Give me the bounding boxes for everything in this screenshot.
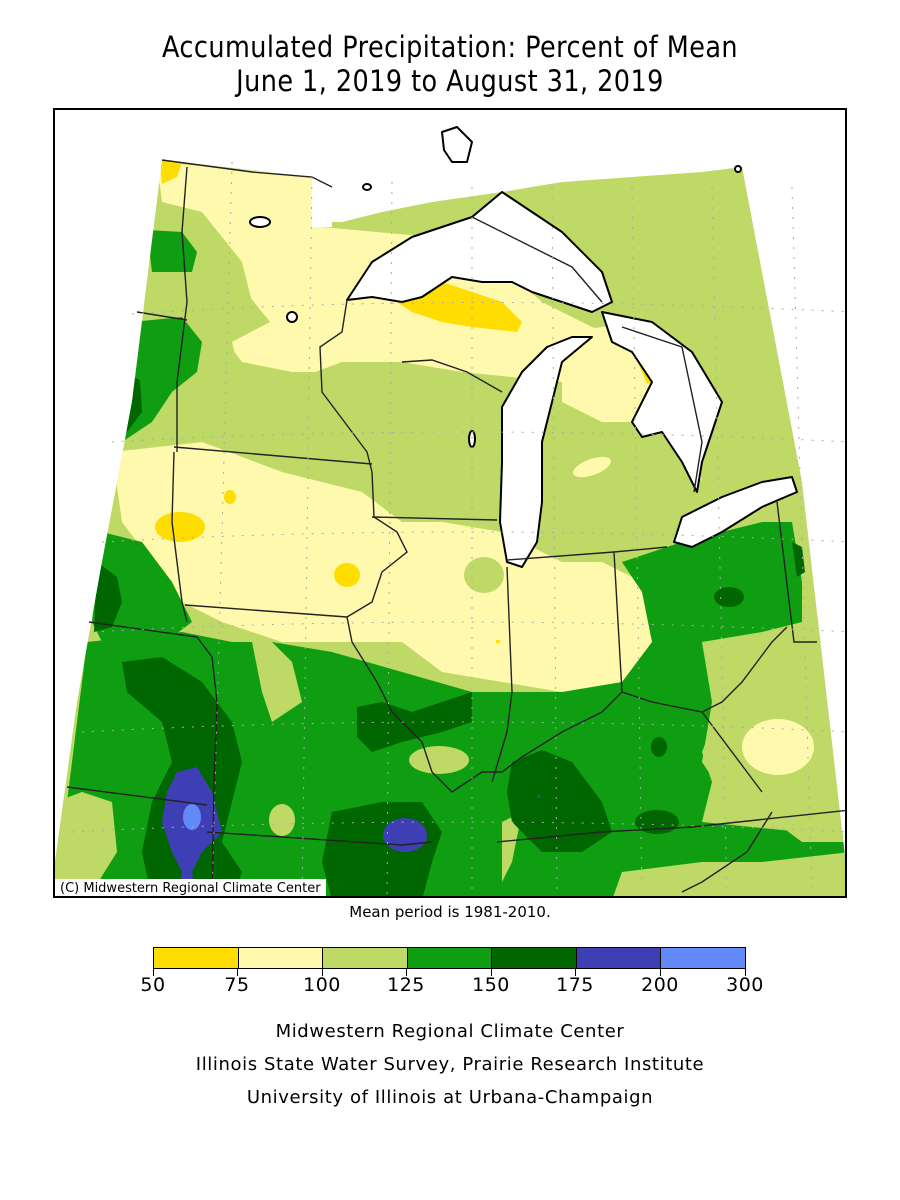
legend-tick-label: 100: [303, 974, 341, 996]
graticule: [71, 161, 845, 896]
legend-tick-label: 150: [472, 974, 510, 996]
color-legend: [153, 947, 746, 969]
map-title: Accumulated Precipitation: Percent of Me…: [161, 30, 739, 64]
legend-tick-label: 75: [224, 974, 250, 996]
legend-swatch-100-125: [323, 948, 408, 968]
legend-swatch-175-200: [576, 948, 662, 968]
legend-swatch-200-300: [661, 948, 746, 968]
legend-swatch-125-150: [407, 948, 493, 968]
credit-uiuc: University of Illinois at Urbana-Champai…: [246, 1087, 654, 1108]
credit-mrcc: Midwestern Regional Climate Center: [275, 1021, 625, 1042]
legend-swatch-150-175: [492, 948, 577, 968]
mean-period-note: Mean period is 1981-2010.: [349, 903, 551, 921]
legend-tick-label: 125: [387, 974, 425, 996]
copyright-label: (C) Midwestern Regional Climate Center: [55, 879, 326, 896]
map-date-range: June 1, 2019 to August 31, 2019: [236, 64, 664, 98]
credit-isws: Illinois State Water Survey, Prairie Res…: [195, 1054, 705, 1075]
great-lakes: [346, 126, 798, 568]
legend-ticks: [153, 969, 746, 977]
legend-tick-label: 300: [726, 974, 764, 996]
legend-tick-label: 50: [140, 974, 166, 996]
map-canvas: [55, 112, 845, 896]
legend-tick-label: 175: [556, 974, 594, 996]
small-lakes: [249, 165, 742, 448]
legend-tick-label: 200: [641, 974, 679, 996]
legend-swatch-50-75: [154, 948, 239, 968]
legend-swatch-75-100: [238, 948, 324, 968]
precipitation-map: (C) Midwestern Regional Climate Center: [53, 108, 847, 898]
